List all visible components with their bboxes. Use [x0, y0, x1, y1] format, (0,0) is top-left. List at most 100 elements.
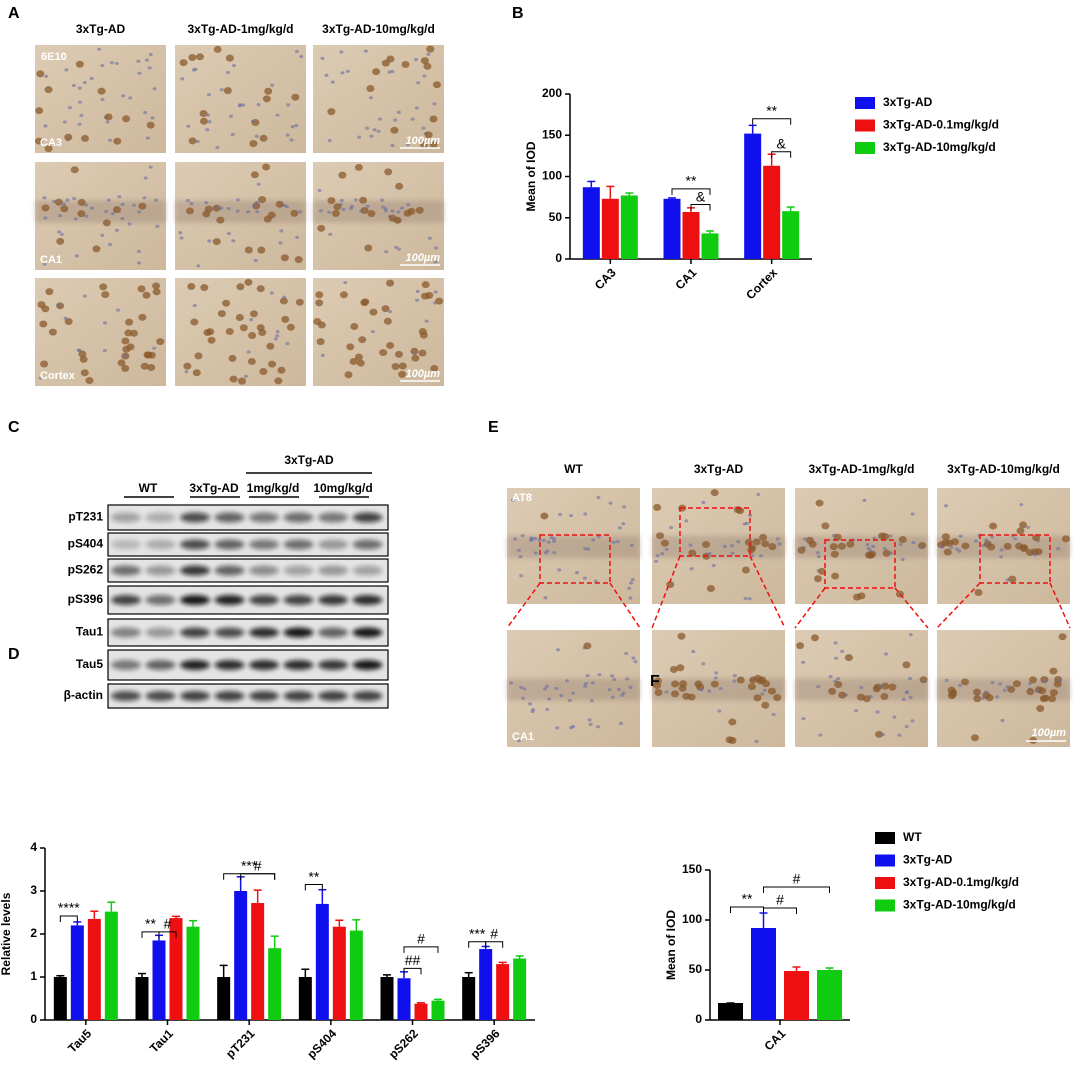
x-tick-label: CA1	[672, 265, 699, 292]
significance-label: **	[145, 916, 156, 932]
cell	[199, 117, 208, 125]
cell	[432, 102, 437, 106]
cell	[152, 282, 161, 290]
cell	[617, 526, 622, 530]
cell	[360, 207, 369, 215]
cell	[59, 232, 64, 236]
cell	[255, 200, 260, 205]
bar	[462, 977, 476, 1020]
blot-band	[318, 660, 348, 670]
cell	[902, 661, 911, 669]
cell	[888, 534, 893, 538]
cell	[828, 687, 837, 695]
panel-letter: B	[512, 5, 524, 22]
cell	[569, 726, 574, 730]
cell	[262, 163, 271, 171]
cell	[744, 538, 753, 546]
cell	[60, 205, 69, 213]
cell	[36, 70, 45, 78]
cell	[660, 552, 665, 556]
cell	[369, 308, 378, 316]
bar	[663, 198, 681, 259]
x-tick-label: Tau5	[65, 1026, 94, 1055]
cell	[82, 294, 87, 298]
cell	[629, 543, 634, 548]
cell	[264, 87, 273, 95]
cell	[156, 338, 165, 346]
band-label: Tau5	[76, 657, 103, 671]
cell	[549, 535, 554, 540]
cell	[593, 579, 598, 583]
x-tick-label: Cortex	[743, 265, 780, 302]
cell	[366, 85, 375, 93]
y-tick-label: 100	[682, 912, 702, 926]
cell	[130, 329, 139, 337]
cell	[82, 80, 87, 85]
significance-label: **	[742, 891, 753, 907]
column-header: 3xTg-AD	[76, 22, 126, 36]
cell	[204, 201, 209, 205]
cell	[610, 695, 615, 699]
cell	[121, 94, 126, 98]
blot-band	[249, 565, 279, 576]
cell	[247, 357, 256, 365]
cell	[1026, 548, 1035, 556]
x-tick-label: CA1	[761, 1026, 788, 1053]
cell	[145, 136, 150, 140]
cell	[146, 121, 155, 129]
cell	[707, 689, 712, 693]
y-tick-label: 150	[682, 862, 702, 876]
cell	[70, 166, 79, 174]
cell	[358, 336, 367, 344]
cell	[552, 551, 557, 555]
cell	[773, 694, 782, 702]
blot-band	[352, 595, 383, 605]
cell	[583, 684, 588, 688]
cell	[144, 351, 153, 359]
cell	[84, 203, 89, 207]
cell	[183, 362, 192, 370]
cell	[585, 674, 590, 678]
cell	[434, 246, 439, 250]
cell	[828, 674, 833, 679]
cell	[205, 113, 210, 117]
cell	[872, 536, 877, 540]
cell	[225, 54, 234, 62]
cell	[1026, 525, 1031, 529]
bar	[186, 926, 200, 1020]
cell	[583, 681, 588, 686]
cell	[339, 291, 348, 299]
cell	[836, 677, 841, 681]
cell	[278, 241, 283, 245]
cell	[179, 236, 184, 240]
bar	[397, 978, 411, 1020]
cell	[48, 328, 57, 336]
cell	[813, 575, 822, 583]
cell	[569, 513, 574, 518]
cell	[415, 206, 424, 214]
cell	[1012, 680, 1021, 688]
significance-label: &	[776, 135, 786, 151]
cell	[875, 710, 880, 714]
panel-letter: E	[488, 419, 499, 436]
cell	[985, 542, 990, 546]
group-label: 3xTg-AD	[284, 453, 334, 467]
legend-swatch	[855, 97, 875, 109]
cell	[348, 206, 353, 211]
cell	[904, 725, 909, 729]
cell	[148, 165, 153, 169]
significance-label: #	[793, 871, 801, 887]
band-label: pT231	[68, 510, 103, 524]
cell	[880, 692, 889, 700]
cell	[970, 734, 979, 742]
cell	[545, 707, 550, 712]
cell	[405, 142, 410, 147]
cell	[320, 56, 325, 60]
blot-band	[145, 691, 176, 701]
blot-band	[249, 595, 279, 605]
cell	[190, 318, 199, 326]
bar	[152, 940, 166, 1020]
cell	[299, 54, 304, 59]
cell	[862, 498, 867, 502]
legend-label: 3xTg-AD	[903, 853, 953, 867]
